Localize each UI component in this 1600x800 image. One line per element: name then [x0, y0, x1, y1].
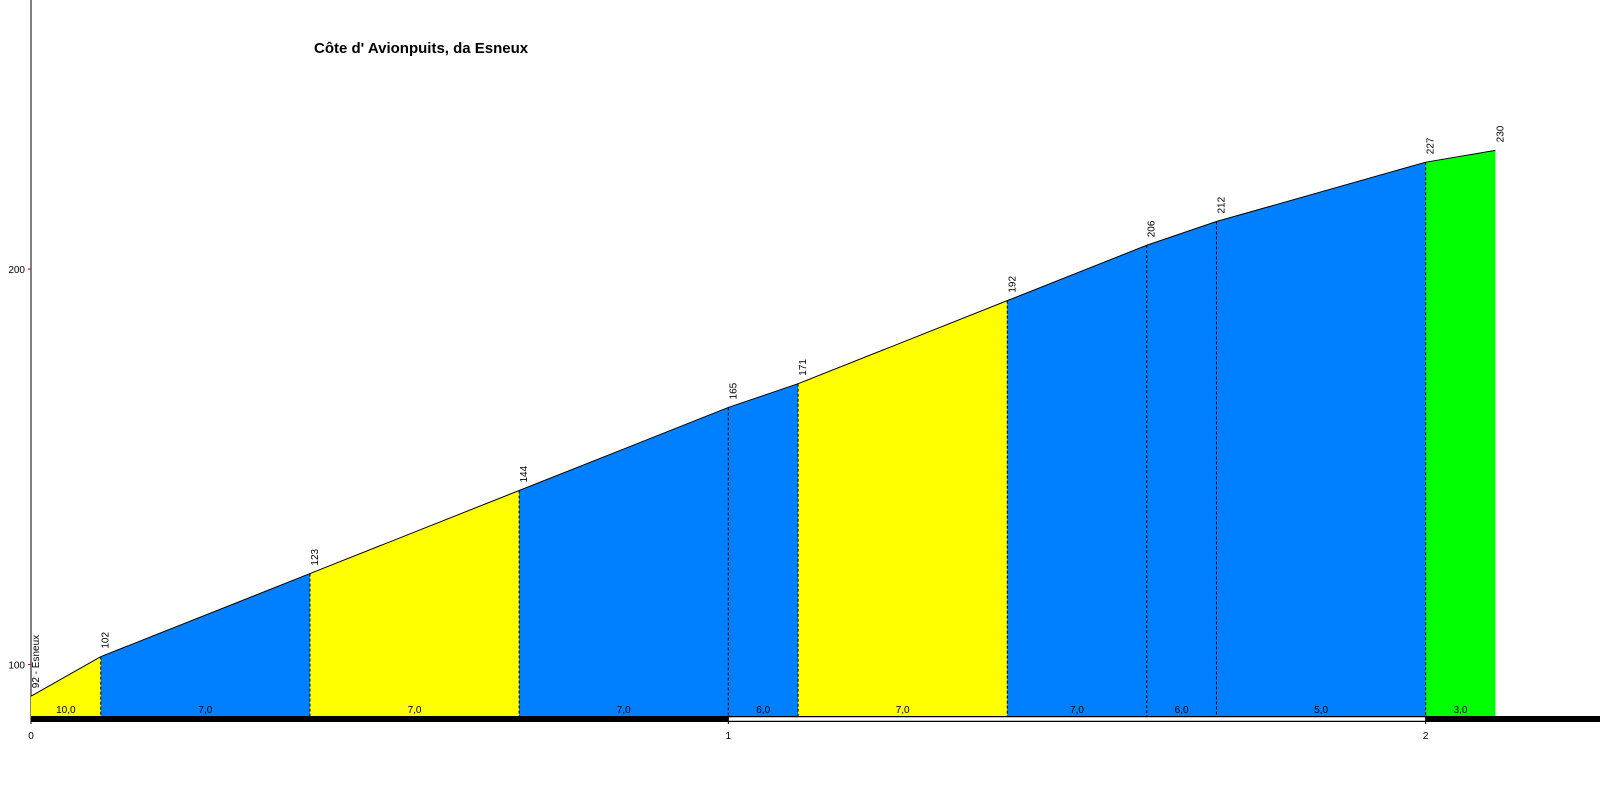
x-tick-label: 0 [28, 731, 34, 742]
y-tick-label: 100 [8, 661, 25, 672]
x-tick-label: 1 [726, 731, 732, 742]
gradient-label: 5,0 [1314, 705, 1328, 716]
segment [1425, 150, 1496, 716]
elevation-label: 144 [519, 465, 530, 482]
elevation-label: 165 [728, 382, 739, 399]
elevation-label: 212 [1216, 196, 1227, 213]
gradient-label: 7,0 [896, 705, 910, 716]
gradient-label: 3,0 [1454, 705, 1468, 716]
segment [1146, 221, 1217, 717]
segment [728, 383, 799, 716]
elevation-label: 102 [101, 632, 112, 649]
segment [1007, 245, 1147, 716]
gradient-label: 10,0 [56, 705, 76, 716]
segment [1216, 162, 1426, 716]
gradient-label: 7,0 [408, 705, 422, 716]
chart-title: Côte d' Avionpuits, da Esneux [314, 40, 529, 57]
km-bar-white [728, 716, 1426, 722]
gradient-label: 7,0 [198, 705, 212, 716]
gradient-label: 6,0 [1175, 705, 1189, 716]
gradient-label: 7,0 [1070, 705, 1084, 716]
y-tick-label: 200 [8, 265, 25, 276]
elevation-label: 192 [1007, 276, 1018, 293]
segment [100, 573, 310, 716]
gradient-label: 7,0 [617, 705, 631, 716]
segment [309, 490, 520, 716]
elevation-label: 171 [798, 359, 809, 376]
elevation-label: 227 [1426, 137, 1437, 154]
profile-line [30, 149, 1496, 697]
elevation-label: 92 - Esneux [31, 635, 42, 688]
segment [519, 407, 729, 716]
elevation-label: 230 [1495, 125, 1506, 142]
x-tick-label: 2 [1423, 731, 1429, 742]
elevation-label: 123 [310, 548, 321, 565]
segment [798, 300, 1008, 716]
gradient-label: 6,0 [756, 705, 770, 716]
segment [31, 656, 101, 716]
elevation-label: 206 [1147, 220, 1158, 237]
